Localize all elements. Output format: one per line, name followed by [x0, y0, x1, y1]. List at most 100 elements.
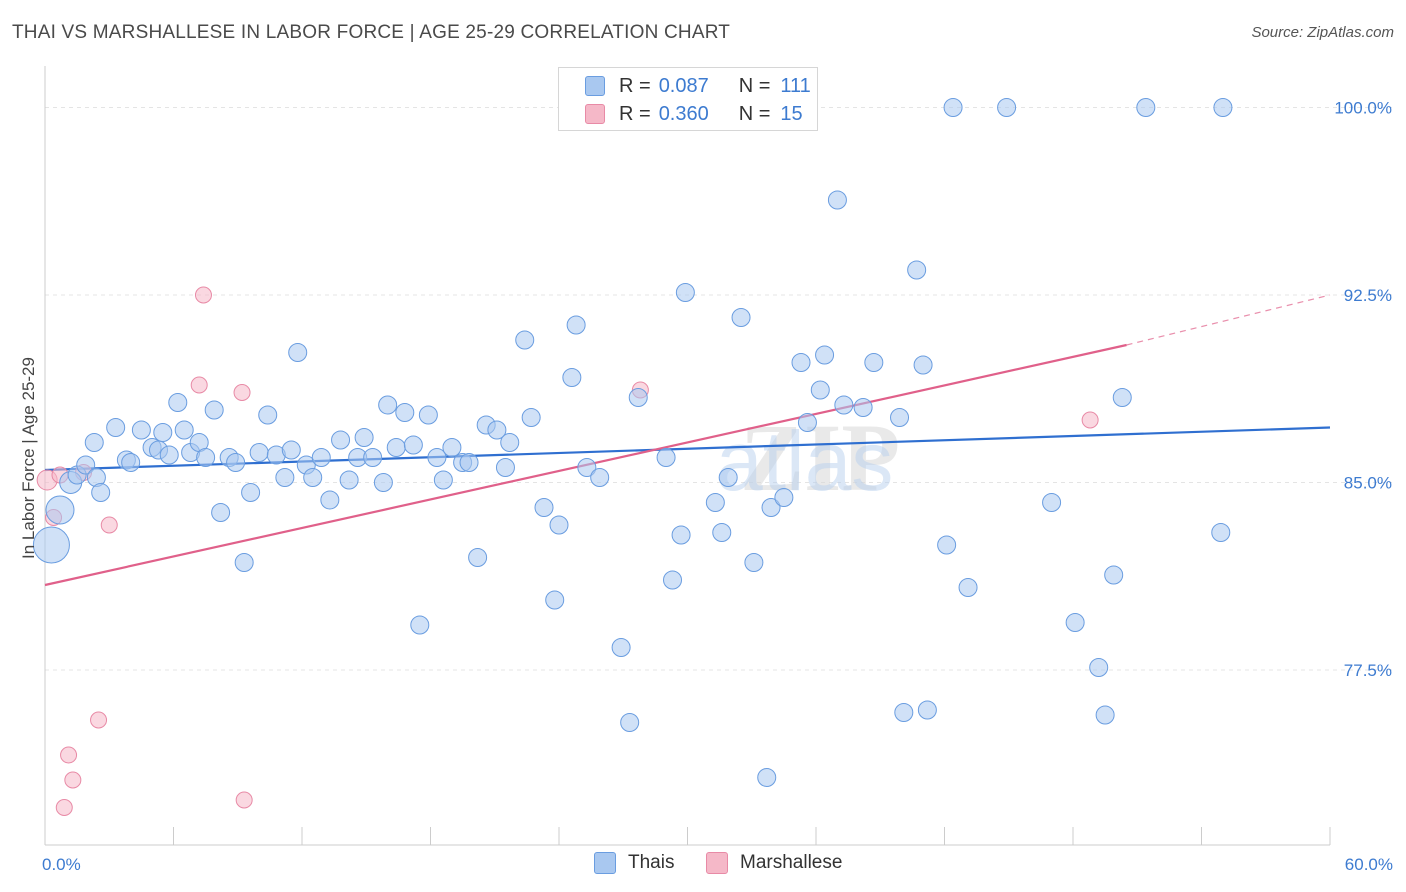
thais-point — [339, 470, 359, 490]
y-tick-label: 92.5% — [1344, 286, 1392, 305]
thais-point — [275, 468, 295, 487]
thais-point — [84, 433, 104, 452]
thais-point — [705, 493, 725, 512]
marshallese-trend-extension — [1126, 294, 1331, 346]
thais-point — [433, 470, 453, 490]
thais-point — [32, 526, 70, 564]
thais-point — [1211, 523, 1231, 542]
thais-point — [515, 330, 535, 350]
thais-point — [917, 700, 937, 720]
thais-point — [671, 525, 691, 545]
legend-row-marshallese: R = 0.360 N = 15 — [585, 100, 803, 128]
marshallese-point — [190, 376, 208, 394]
thais-point — [774, 488, 794, 507]
thais-point — [810, 380, 830, 400]
bottom-legend-label-thais: Thais — [628, 852, 675, 873]
thais-point — [174, 420, 194, 440]
thais-point — [731, 308, 751, 327]
legend-swatch-thais — [585, 76, 605, 96]
thais-point — [487, 420, 507, 440]
thais-point — [620, 713, 640, 732]
thais-point — [590, 468, 610, 487]
source-label: Source: ZipAtlas.com — [1251, 24, 1394, 41]
bottom-legend-marshallese: Marshallese — [706, 852, 842, 874]
thais-point — [403, 435, 423, 455]
thais-point — [249, 443, 269, 462]
thais-point — [1095, 705, 1115, 725]
thais-point — [549, 515, 569, 535]
axes — [44, 66, 1331, 846]
thais-point — [913, 355, 933, 375]
thais-point — [373, 473, 393, 492]
thais-point — [834, 395, 854, 415]
legend-r-label: R = — [619, 102, 651, 125]
legend-n-label: N = — [738, 102, 771, 125]
thais-point — [234, 553, 254, 572]
thais-point — [226, 453, 246, 472]
thais-point — [159, 445, 179, 465]
thais-point — [386, 438, 406, 457]
thais-point — [853, 398, 873, 417]
thais-point — [427, 448, 447, 467]
thais-point — [131, 420, 151, 440]
marshallese-point — [64, 771, 82, 789]
thais-point — [864, 353, 884, 372]
thais-point — [121, 453, 141, 472]
thais-point — [890, 408, 910, 427]
y-tick-label: 77.5% — [1344, 661, 1392, 680]
thais-point — [757, 768, 777, 787]
thais-point — [354, 428, 374, 447]
thais-point — [675, 283, 695, 302]
marshallese-point — [60, 746, 78, 764]
thais-point — [712, 523, 732, 542]
thais-point — [204, 400, 224, 420]
y-tick-label: 100.0% — [1334, 99, 1392, 118]
thais-point — [1136, 98, 1156, 117]
thais-point — [534, 498, 554, 517]
thais-point — [937, 535, 957, 555]
thais-point — [311, 448, 331, 467]
thais-point — [611, 638, 631, 657]
marshallese-point — [100, 516, 118, 534]
thais-point — [791, 353, 811, 372]
thais-point — [363, 448, 383, 467]
thais-point — [418, 405, 438, 425]
thais-point — [656, 448, 676, 467]
thais-point — [1213, 98, 1233, 117]
thais-point — [495, 458, 515, 477]
bottom-legend-thais: Thais — [594, 852, 674, 874]
thais-point — [958, 578, 978, 597]
thais-point — [241, 483, 261, 502]
marshallese-point — [233, 384, 251, 401]
thais-point — [663, 570, 683, 590]
thais-point — [827, 190, 847, 210]
thais-point — [76, 455, 96, 475]
tick-labels: 77.5% 85.0% 92.5% 100.0% 0.0% 60.0% — [42, 99, 1393, 875]
thais-point — [1065, 613, 1085, 632]
thais-point — [288, 343, 308, 362]
thais-trend-line — [44, 426, 1331, 472]
thais-point — [378, 395, 398, 415]
thais-point — [744, 553, 764, 572]
legend-swatch-marshallese — [585, 104, 605, 124]
marshallese-point — [55, 799, 73, 816]
watermark-zip: ZIP — [740, 404, 900, 511]
thais-point — [196, 448, 216, 467]
thais-point — [331, 430, 351, 450]
grid-lines — [45, 107, 1392, 671]
thais-point — [442, 438, 462, 457]
thais-point — [1089, 658, 1109, 677]
thais-point — [815, 345, 835, 365]
thais-point — [797, 413, 817, 432]
marshallese-point — [235, 791, 253, 809]
bottom-legend-label-marshallese: Marshallese — [740, 852, 843, 873]
legend-n-value: 15 — [780, 102, 803, 125]
marshallese-point — [90, 711, 108, 729]
thais-point — [628, 388, 648, 407]
thais-point — [281, 440, 301, 460]
legend-r-value: 0.360 — [658, 102, 709, 125]
thais-point — [943, 98, 963, 117]
thais-point — [258, 405, 278, 425]
thais-point — [907, 260, 927, 280]
legend-r-value: 0.087 — [658, 74, 709, 97]
